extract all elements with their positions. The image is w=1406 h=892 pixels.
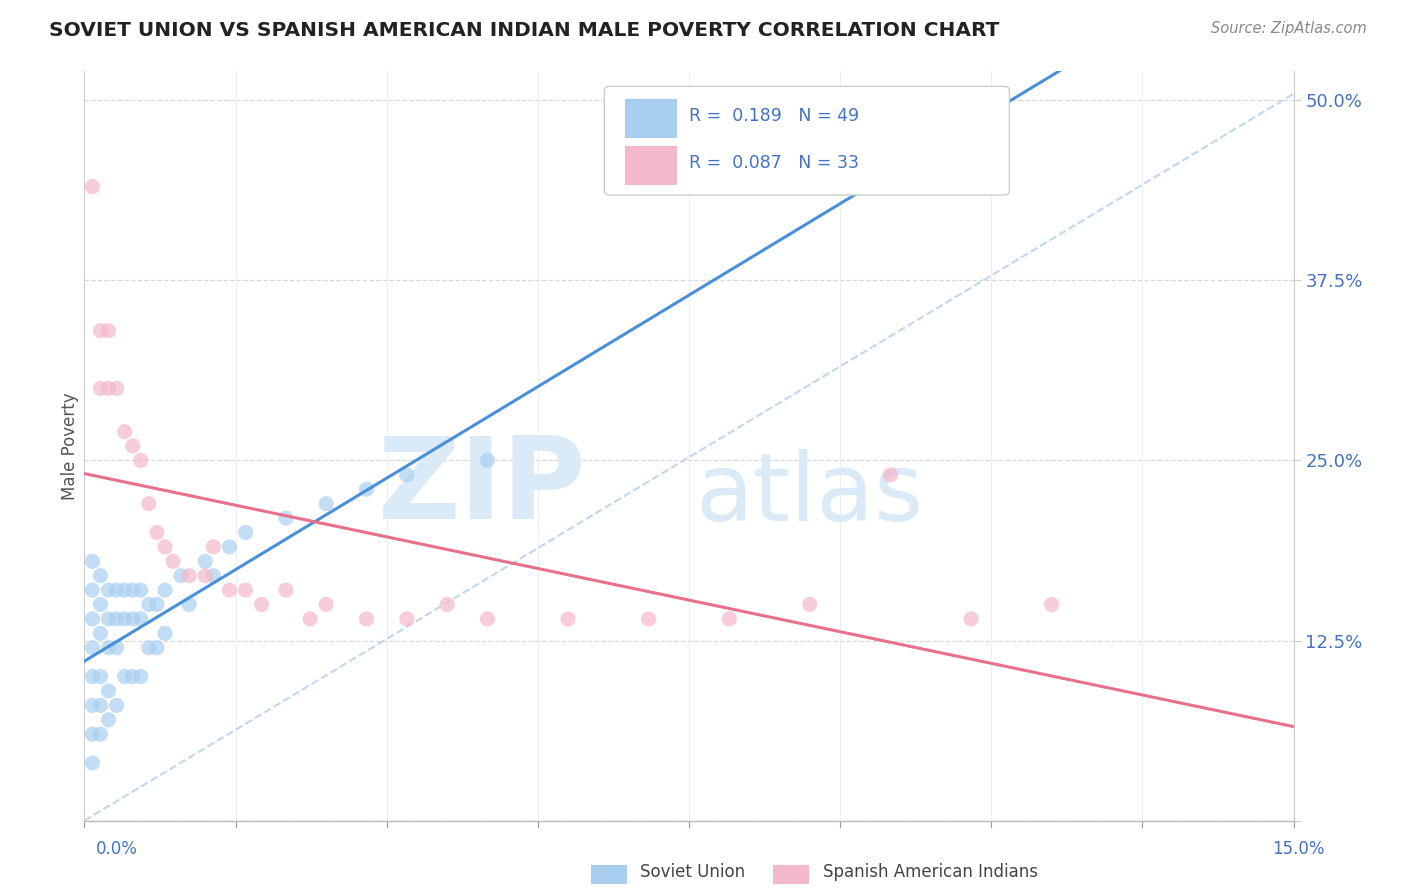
Text: ZIP: ZIP	[378, 432, 586, 542]
Point	[89, 698, 111, 713]
Point	[138, 640, 160, 655]
Point	[89, 669, 111, 683]
Point	[146, 640, 169, 655]
Bar	[624, 146, 676, 184]
Point	[477, 453, 499, 467]
Point	[637, 612, 659, 626]
Point	[356, 482, 378, 496]
Text: SOVIET UNION VS SPANISH AMERICAN INDIAN MALE POVERTY CORRELATION CHART: SOVIET UNION VS SPANISH AMERICAN INDIAN …	[49, 21, 1000, 40]
Y-axis label: Male Poverty: Male Poverty	[62, 392, 80, 500]
Point	[1040, 598, 1063, 612]
Point	[114, 669, 136, 683]
Point	[97, 713, 120, 727]
Point	[82, 640, 104, 655]
Point	[121, 439, 143, 453]
Point	[218, 583, 240, 598]
Point	[105, 381, 128, 395]
Point	[97, 640, 120, 655]
Point	[82, 669, 104, 683]
Point	[179, 598, 201, 612]
Point	[97, 583, 120, 598]
Point	[960, 612, 983, 626]
Point	[557, 612, 579, 626]
Text: Source: ZipAtlas.com: Source: ZipAtlas.com	[1211, 21, 1367, 37]
Point	[82, 179, 104, 194]
Point	[89, 626, 111, 640]
Text: 15.0%: 15.0%	[1272, 839, 1324, 857]
Point	[105, 640, 128, 655]
Point	[477, 612, 499, 626]
Point	[718, 612, 741, 626]
Point	[121, 583, 143, 598]
Point	[250, 598, 273, 612]
Point	[82, 756, 104, 770]
Point	[315, 598, 337, 612]
Point	[105, 583, 128, 598]
Point	[129, 583, 152, 598]
Point	[82, 612, 104, 626]
Point	[129, 669, 152, 683]
Text: 0.0%: 0.0%	[96, 839, 138, 857]
Point	[97, 612, 120, 626]
Point	[129, 612, 152, 626]
Point	[395, 467, 418, 482]
Point	[138, 497, 160, 511]
Point	[97, 381, 120, 395]
Bar	[624, 99, 676, 136]
Point	[299, 612, 322, 626]
Point	[146, 525, 169, 540]
Point	[114, 612, 136, 626]
Point	[274, 583, 297, 598]
Point	[82, 583, 104, 598]
Point	[356, 612, 378, 626]
Point	[114, 425, 136, 439]
Text: R =  0.189   N = 49: R = 0.189 N = 49	[689, 106, 859, 125]
Point	[218, 540, 240, 554]
Point	[153, 540, 176, 554]
Point	[89, 381, 111, 395]
Point	[129, 453, 152, 467]
Point	[799, 598, 821, 612]
Point	[82, 727, 104, 741]
Point	[170, 568, 193, 582]
Point	[121, 669, 143, 683]
Point	[97, 684, 120, 698]
Point	[162, 554, 184, 568]
Point	[138, 598, 160, 612]
Text: Spanish American Indians: Spanish American Indians	[823, 863, 1038, 881]
FancyBboxPatch shape	[605, 87, 1010, 195]
Point	[89, 598, 111, 612]
Point	[153, 583, 176, 598]
Point	[121, 612, 143, 626]
Point	[879, 467, 901, 482]
Point	[194, 568, 217, 582]
Point	[202, 540, 225, 554]
Point	[89, 324, 111, 338]
Point	[146, 598, 169, 612]
Point	[202, 568, 225, 582]
Point	[179, 568, 201, 582]
Point	[235, 583, 257, 598]
Point	[235, 525, 257, 540]
Text: atlas: atlas	[696, 449, 924, 541]
Point	[89, 568, 111, 582]
Point	[105, 698, 128, 713]
Point	[436, 598, 458, 612]
Point	[274, 511, 297, 525]
Text: Soviet Union: Soviet Union	[640, 863, 745, 881]
Text: R =  0.087   N = 33: R = 0.087 N = 33	[689, 153, 859, 172]
Point	[315, 497, 337, 511]
Point	[97, 324, 120, 338]
Point	[82, 698, 104, 713]
Point	[194, 554, 217, 568]
Point	[89, 727, 111, 741]
Point	[105, 612, 128, 626]
Point	[153, 626, 176, 640]
Point	[114, 583, 136, 598]
Point	[82, 554, 104, 568]
Point	[395, 612, 418, 626]
